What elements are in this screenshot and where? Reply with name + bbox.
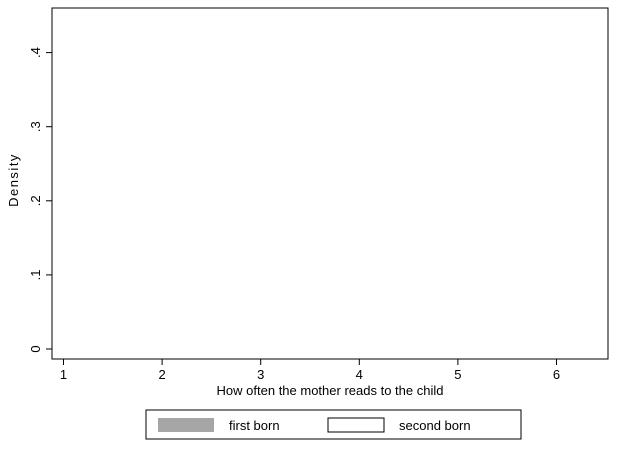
y-tick-label: .3 (28, 121, 43, 132)
axes: 1 2 3 4 5 6 0 .1 .2 .3 .4 How often the mother read… (6, 7, 609, 398)
legend-label-first-born: first born (229, 418, 280, 433)
y-tick-label: .2 (28, 195, 43, 206)
x-axis-title: How often the mother reads to the child (217, 383, 444, 398)
x-tick-label: 2 (158, 367, 165, 382)
legend: first born second born (145, 409, 522, 440)
x-tick-label: 4 (356, 367, 363, 382)
y-axis-title: Density (6, 153, 21, 207)
y-tick-label: .1 (28, 269, 43, 280)
x-tick-label: 1 (60, 367, 67, 382)
legend-swatch-first-born (158, 418, 214, 432)
y-tick-label: .4 (28, 47, 43, 58)
x-tick-label: 5 (454, 367, 461, 382)
plot-frame (51, 7, 609, 360)
legend-swatch-second-born (327, 417, 385, 433)
y-tick-label: 0 (28, 345, 43, 352)
x-tick-label: 6 (553, 367, 560, 382)
x-tick-label: 3 (257, 367, 264, 382)
legend-label-second-born: second born (399, 418, 471, 433)
